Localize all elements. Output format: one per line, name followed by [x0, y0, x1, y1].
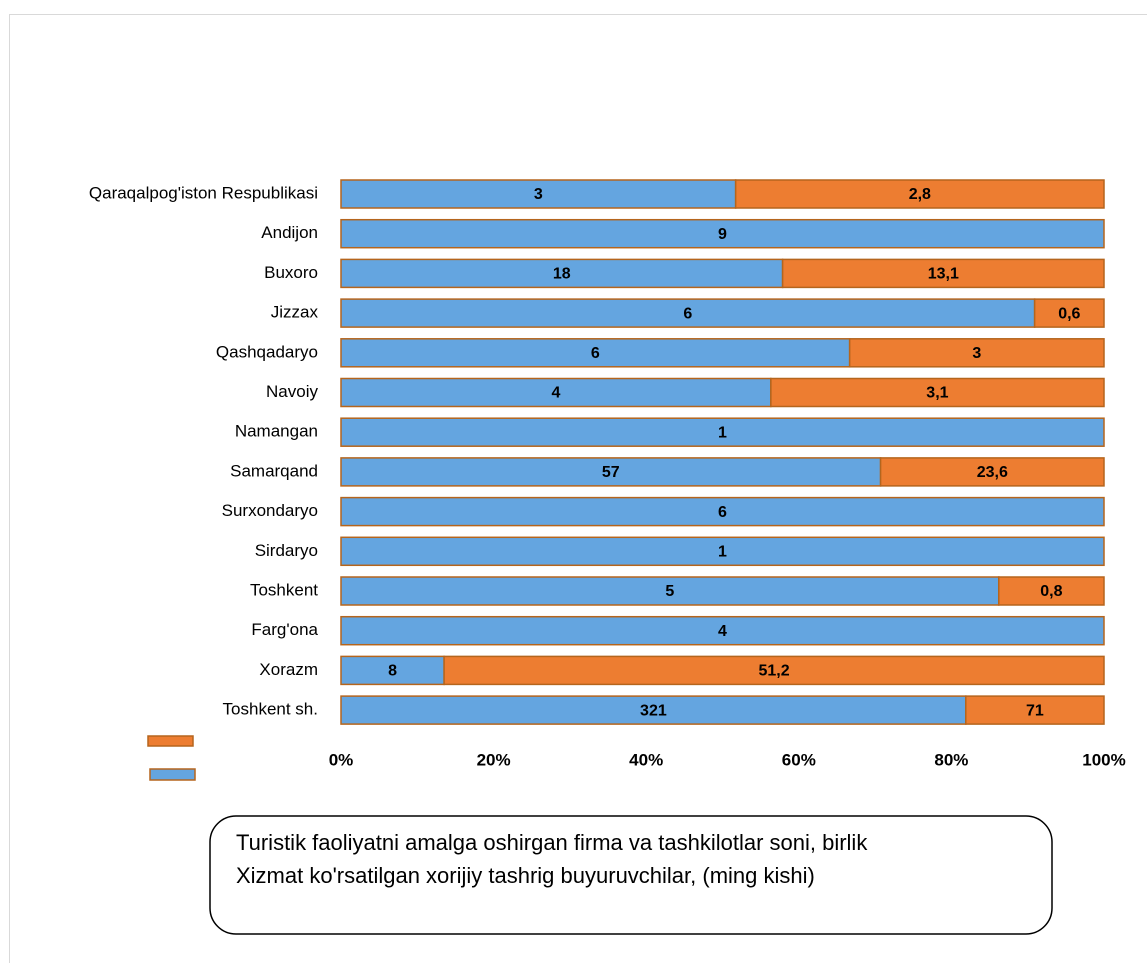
- bar-segment: [340, 615, 1105, 646]
- data-label: 0,6: [1058, 305, 1080, 322]
- bar-segment: [443, 655, 1105, 686]
- bar-segment: [770, 377, 1105, 408]
- data-label: 3,1: [926, 385, 948, 402]
- bar-segment: [340, 377, 772, 408]
- y-tick-label: Namangan: [235, 422, 318, 441]
- data-label: 2,8: [909, 186, 931, 203]
- legend-swatch: [147, 735, 194, 747]
- data-label: 1: [718, 424, 727, 441]
- y-tick-label: Sirdaryo: [255, 541, 318, 560]
- y-tick-label: Navoiy: [266, 382, 318, 401]
- data-label: 6: [683, 305, 692, 322]
- data-label: 13,1: [928, 266, 959, 283]
- y-tick-label: Qaraqalpog'iston Respublikasi: [89, 183, 318, 202]
- x-tick-label: 100%: [1082, 750, 1125, 769]
- legend-box: [209, 815, 1053, 935]
- data-label: 9: [718, 226, 727, 243]
- x-tick-label: 20%: [477, 750, 511, 769]
- data-label: 57: [602, 464, 620, 481]
- bar-segment: [879, 457, 1105, 487]
- data-label: 0,8: [1040, 583, 1062, 600]
- bar-segment: [965, 695, 1105, 725]
- bar-segment: [340, 496, 1105, 527]
- bar-segment: [340, 218, 1105, 249]
- x-tick-label: 0%: [329, 750, 354, 769]
- y-tick-label: Farg'ona: [251, 620, 318, 639]
- data-label: 6: [591, 345, 600, 362]
- bar-segment: [340, 536, 1105, 567]
- data-label: 6: [718, 504, 727, 521]
- data-label: 3: [972, 345, 981, 362]
- data-label: 23,6: [977, 464, 1008, 481]
- data-label: 5: [665, 583, 674, 600]
- data-label: 18: [553, 266, 571, 283]
- bar-segment: [998, 576, 1105, 606]
- y-tick-label: Qashqadaryo: [216, 342, 318, 361]
- bar-segment: [340, 179, 737, 209]
- bar-segment: [340, 338, 851, 368]
- y-tick-label: Toshkent: [250, 580, 318, 599]
- data-label: 4: [551, 385, 560, 402]
- y-tick-label: Xorazm: [259, 660, 318, 679]
- data-label: 4: [718, 623, 727, 640]
- bar-segment: [340, 417, 1105, 447]
- legend-label: Turistik faoliyatni amalga oshirgan firm…: [236, 830, 868, 855]
- chart-frame: [9, 14, 1147, 963]
- data-label: 51,2: [758, 663, 789, 680]
- y-tick-label: Surxondaryo: [222, 501, 318, 520]
- y-tick-label: Buxoro: [264, 263, 318, 282]
- bar-segment: [340, 457, 882, 487]
- x-tick-label: 40%: [629, 750, 663, 769]
- y-tick-label: Toshkent sh.: [223, 700, 318, 719]
- bar-segment: [848, 338, 1105, 368]
- x-tick-label: 80%: [934, 750, 968, 769]
- data-label: 1: [718, 544, 727, 561]
- bar-segment: [781, 258, 1105, 289]
- data-label: 8: [388, 663, 397, 680]
- legend-swatch: [149, 768, 196, 781]
- y-tick-label: Andijon: [261, 223, 318, 242]
- bar-segment: [734, 179, 1105, 209]
- y-tick-label: Samarqand: [230, 461, 318, 480]
- data-label: 71: [1026, 702, 1044, 719]
- bar-segment: [1033, 298, 1105, 328]
- data-label: 3: [534, 186, 543, 203]
- data-label: 321: [640, 702, 667, 719]
- x-tick-label: 60%: [782, 750, 816, 769]
- bar-segment: [340, 655, 445, 686]
- y-tick-label: Jizzax: [271, 303, 319, 322]
- bar-segment: [340, 576, 1000, 606]
- legend-label: Xizmat ko'rsatilgan xorijiy tashrig buyu…: [236, 863, 815, 888]
